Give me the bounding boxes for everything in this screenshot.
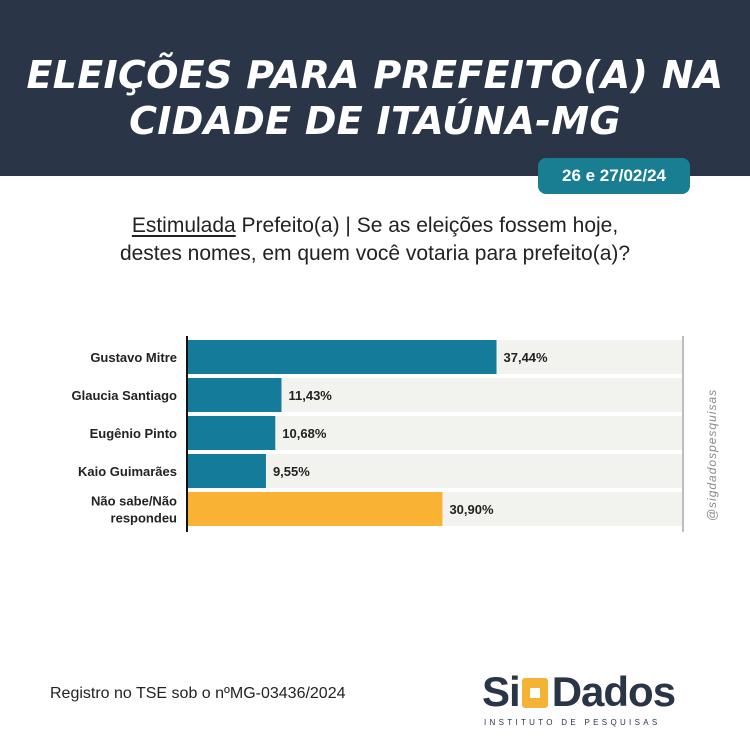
bar xyxy=(187,492,443,526)
category-label: Não sabe/Não xyxy=(91,494,177,509)
data-label: 30,90% xyxy=(449,502,494,517)
watermark-handle: @sigdadospesquisas xyxy=(705,388,719,522)
data-label: 10,68% xyxy=(282,426,327,441)
category-label: Kaio Guimarães xyxy=(78,464,177,479)
logo-square-icon xyxy=(521,678,548,708)
data-label: 37,44% xyxy=(504,350,549,365)
header-banner: ELEIÇÕES PARA PREFEITO(A) NA CIDADE DE I… xyxy=(0,0,750,176)
sigdados-logo: Si Dados INSTITUTO DE PESQUISAS xyxy=(482,668,692,732)
tse-registration: Registro no TSE sob o nºMG-03436/2024 xyxy=(50,685,346,702)
category-label: Gustavo Mitre xyxy=(90,350,177,365)
page-title: ELEIÇÕES PARA PREFEITO(A) NA CIDADE DE I… xyxy=(0,52,750,144)
category-label: respondeu xyxy=(111,511,178,526)
category-label: Eugênio Pinto xyxy=(90,426,177,441)
date-badge: 26 e 27/02/24 xyxy=(538,158,690,194)
logo-text-right: Dados xyxy=(551,668,676,715)
data-label: 11,43% xyxy=(288,388,332,403)
bar-chart: 37,44% Gustavo Mitre 11,43% Glaucia Santiag… xyxy=(72,336,684,532)
question-kind: Estimulada xyxy=(131,214,236,237)
title-line-2: CIDADE DE ITAÚNA-MG xyxy=(129,99,621,143)
question-line-1: Estimulada Prefeito(a) | Se as eleições … xyxy=(30,212,720,240)
bar xyxy=(187,378,282,412)
data-label: 9,55% xyxy=(273,464,310,479)
category-label: Glaucia Santiago xyxy=(72,388,178,403)
bar xyxy=(187,454,266,488)
question-text: Estimulada Prefeito(a) | Se as eleições … xyxy=(30,212,720,268)
title-line-1: ELEIÇÕES PARA PREFEITO(A) NA xyxy=(26,53,724,97)
logo-subtitle: INSTITUTO DE PESQUISAS xyxy=(484,718,661,727)
bar-track xyxy=(187,454,683,488)
logo-text-left: Si xyxy=(482,668,521,715)
bar xyxy=(187,340,497,374)
question-rest: Prefeito(a) | Se as eleições fossem hoje… xyxy=(235,214,619,237)
logo-wordmark: Si Dados xyxy=(482,668,676,716)
bar xyxy=(187,416,276,450)
question-line-2: destes nomes, em quem você votaria para … xyxy=(119,242,631,265)
